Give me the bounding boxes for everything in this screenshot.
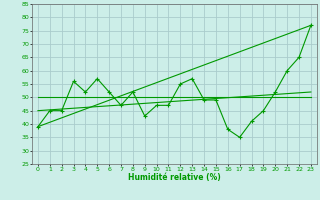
X-axis label: Humidité relative (%): Humidité relative (%) xyxy=(128,173,221,182)
